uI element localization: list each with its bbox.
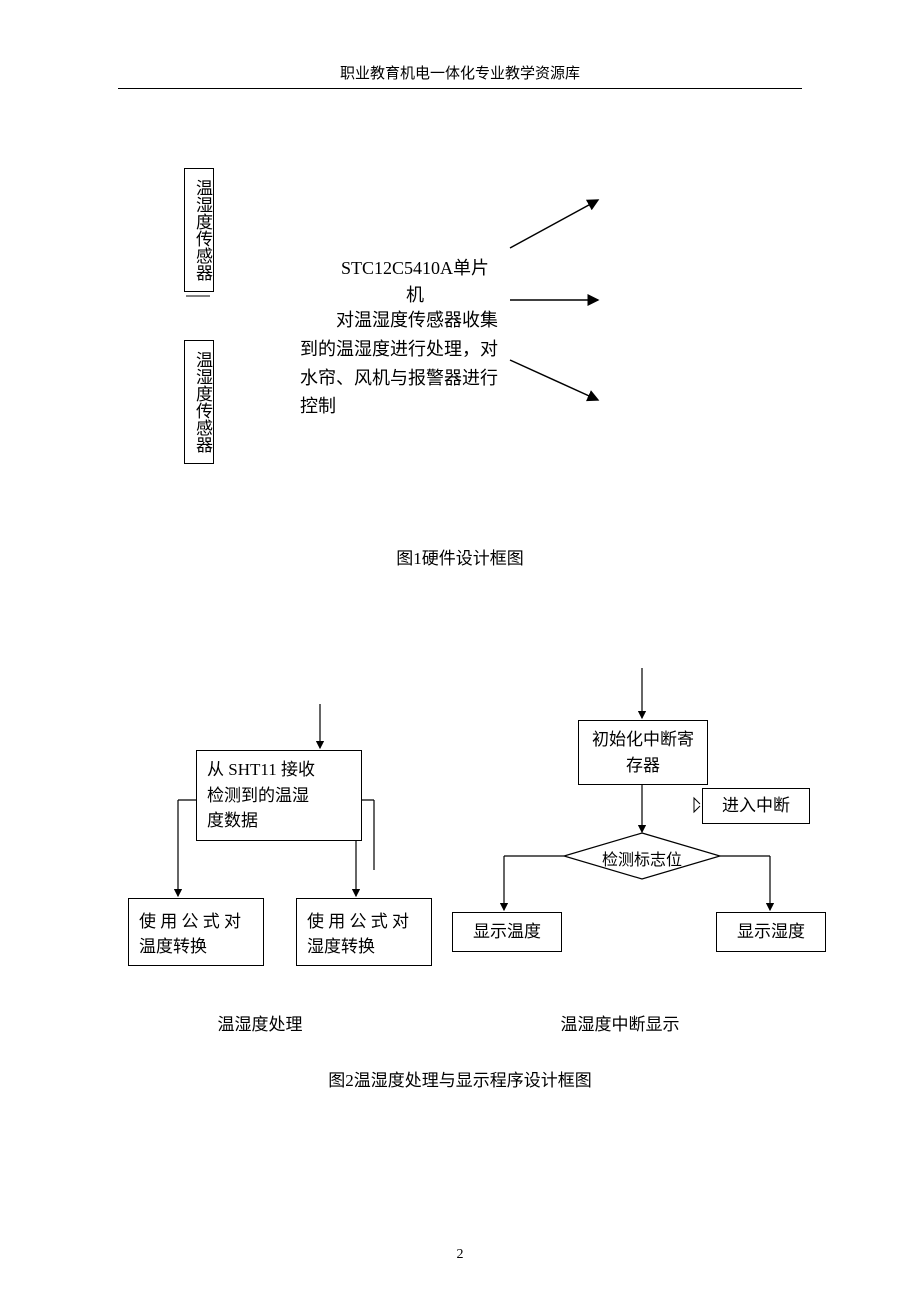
show-humid-box: 显示湿度 xyxy=(716,912,826,952)
receive-line2: 检测到的温湿 xyxy=(207,783,351,809)
receive-box: 从 SHT11 接收 检测到的温湿 度数据 xyxy=(196,750,362,841)
receive-line1: 从 SHT11 接收 xyxy=(207,757,351,783)
init-box: 初始化中断寄存器 xyxy=(578,720,708,785)
show-temp-box: 显示温度 xyxy=(452,912,562,952)
check-flag-label: 检测标志位 xyxy=(596,846,688,870)
enter-interrupt-box: 进入中断 xyxy=(702,788,810,824)
receive-line3: 度数据 xyxy=(207,808,351,834)
page-number: 2 xyxy=(0,1247,920,1263)
convert-humid-box: 使 用 公 式 对湿度转换 xyxy=(296,898,432,966)
figure2-left-title: 温湿度处理 xyxy=(200,1010,320,1035)
figure2-caption: 图2温湿度处理与显示程序设计框图 xyxy=(0,1066,920,1091)
figure2-right-title: 温湿度中断显示 xyxy=(540,1010,700,1035)
convert-temp-box: 使 用 公 式 对温度转换 xyxy=(128,898,264,966)
